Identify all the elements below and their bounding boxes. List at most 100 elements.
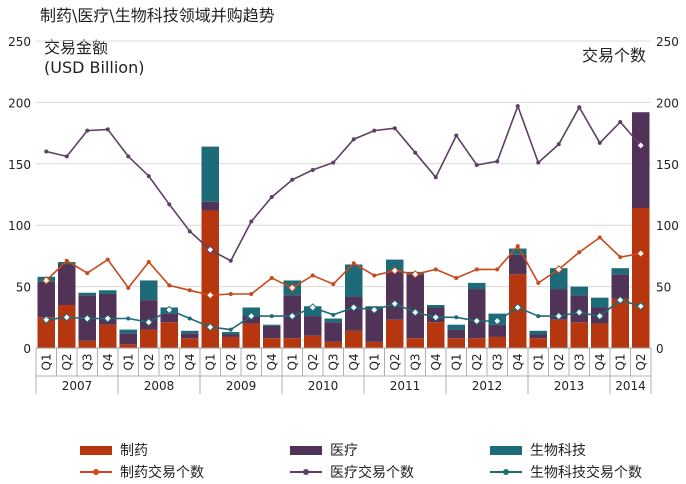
point-medical-deals xyxy=(228,258,233,263)
point-biotech-deals xyxy=(83,314,92,323)
point-biotech-deals xyxy=(187,316,192,321)
point-pharma-deals xyxy=(310,273,315,278)
point-medical-deals xyxy=(556,142,561,147)
bar-pharma xyxy=(632,208,650,348)
point-medical-deals xyxy=(249,219,254,224)
y-tick-right: 0 xyxy=(656,342,664,356)
legend-label-medical-deals: 医疗交易个数 xyxy=(330,465,414,481)
bar-pharma xyxy=(324,341,342,348)
bar-medical xyxy=(304,316,322,336)
bar-pharma xyxy=(611,298,629,348)
bar-medical xyxy=(324,322,342,342)
point-medical-deals xyxy=(433,175,438,180)
bar-medical xyxy=(529,334,547,339)
bar-biotech xyxy=(550,268,568,290)
chart-svg: 0 50 100 150 200 250 0 50 100 150 200 250 Q1 Q2 Q3 Q4 Q1… xyxy=(8,35,679,394)
bar-pharma xyxy=(447,338,465,348)
bar-pharma xyxy=(283,338,301,348)
point-medical-deals xyxy=(618,120,623,125)
point-medical-deals xyxy=(413,150,418,155)
bar-pharma xyxy=(58,305,76,348)
point-biotech-deals xyxy=(390,299,399,309)
year-label: 2013 xyxy=(554,379,585,393)
point-biotech-deals xyxy=(370,305,379,315)
x-tick-label: Q1 xyxy=(449,353,463,370)
point-medical-deals xyxy=(474,163,479,168)
bar-medical xyxy=(119,333,137,345)
x-tick-label: Q4 xyxy=(183,353,197,370)
axes: 0 50 100 150 200 250 0 50 100 150 200 250 Q1 Q2 Q3 Q4 Q1… xyxy=(8,35,679,394)
legend-swatch-pharma-deals xyxy=(80,466,112,478)
x-tick-label: Q1 xyxy=(285,353,299,370)
bar-pharma xyxy=(119,344,137,348)
year-label: 2014 xyxy=(615,379,646,393)
point-medical-deals xyxy=(636,141,645,150)
point-pharma-deals xyxy=(597,235,602,240)
x-tick-label: Q3 xyxy=(162,353,176,370)
point-medical-deals xyxy=(167,202,172,207)
point-pharma-deals xyxy=(64,258,69,263)
x-tick-label: Q1 xyxy=(39,353,53,370)
point-biotech-deals xyxy=(513,303,522,312)
bar-pharma xyxy=(78,340,96,348)
point-biotech-deals xyxy=(288,311,297,321)
point-medical-deals xyxy=(64,154,69,159)
point-biotech-deals xyxy=(536,314,541,319)
point-medical-deals xyxy=(85,128,90,133)
point-medical-deals xyxy=(597,140,602,145)
point-biotech-deals xyxy=(454,315,459,320)
x-tick-label: Q2 xyxy=(60,353,74,370)
bar-biotech xyxy=(447,324,465,330)
y-tick-left: 150 xyxy=(8,158,31,172)
bar-biotech xyxy=(611,268,629,275)
legend-swatch-biotech xyxy=(490,445,522,455)
bar-medical xyxy=(468,289,486,339)
point-medical-deals xyxy=(187,229,192,234)
point-pharma-deals xyxy=(390,266,399,275)
legend-label-pharma: 制药 xyxy=(120,443,148,459)
bar-pharma xyxy=(222,336,240,348)
bar-biotech xyxy=(509,248,527,255)
bar-pharma xyxy=(406,338,424,348)
x-tick-label: Q2 xyxy=(470,353,484,370)
point-biotech-deals xyxy=(493,316,502,326)
bar-medical xyxy=(386,270,404,320)
point-biotech-deals xyxy=(42,315,51,324)
year-label: 2007 xyxy=(62,379,93,393)
point-biotech-deals xyxy=(144,317,153,327)
legend-swatch-pharma xyxy=(80,445,112,455)
y-tick-left: 50 xyxy=(16,281,31,295)
legend-item-biotech: 生物科技 xyxy=(490,440,586,460)
point-pharma-deals xyxy=(433,267,438,272)
point-medical-deals xyxy=(392,126,397,131)
x-tick-label: Q3 xyxy=(408,353,422,370)
x-tick-label: Q2 xyxy=(634,353,648,370)
point-pharma-deals xyxy=(411,270,420,279)
point-pharma-deals xyxy=(351,261,356,266)
point-medical-deals xyxy=(454,133,459,138)
y-tick-right: 150 xyxy=(656,158,679,172)
point-pharma-deals xyxy=(249,291,254,296)
bar-pharma xyxy=(570,322,588,348)
bar-biotech xyxy=(99,290,117,294)
point-biotech-deals xyxy=(554,311,563,321)
point-biotech-deals xyxy=(206,322,215,332)
legend-swatch-medical-deals xyxy=(290,466,322,478)
bar-biotech xyxy=(324,318,342,323)
x-tick-label: Q4 xyxy=(593,353,607,370)
bar-biotech xyxy=(427,305,445,308)
bar-pharma xyxy=(550,319,568,348)
point-medical-deals xyxy=(351,137,356,142)
gridlines xyxy=(36,40,651,288)
bar-pharma xyxy=(468,338,486,348)
y-tick-right: 50 xyxy=(656,281,671,295)
point-pharma-deals xyxy=(206,290,215,300)
line-medical-deals xyxy=(46,103,642,262)
point-pharma-deals xyxy=(454,276,459,281)
bar-pharma xyxy=(263,338,281,348)
point-pharma-deals xyxy=(269,276,274,281)
point-medical-deals xyxy=(515,104,520,109)
bar-pharma xyxy=(37,317,55,348)
bar-biotech xyxy=(263,324,281,326)
point-biotech-deals xyxy=(165,305,174,315)
